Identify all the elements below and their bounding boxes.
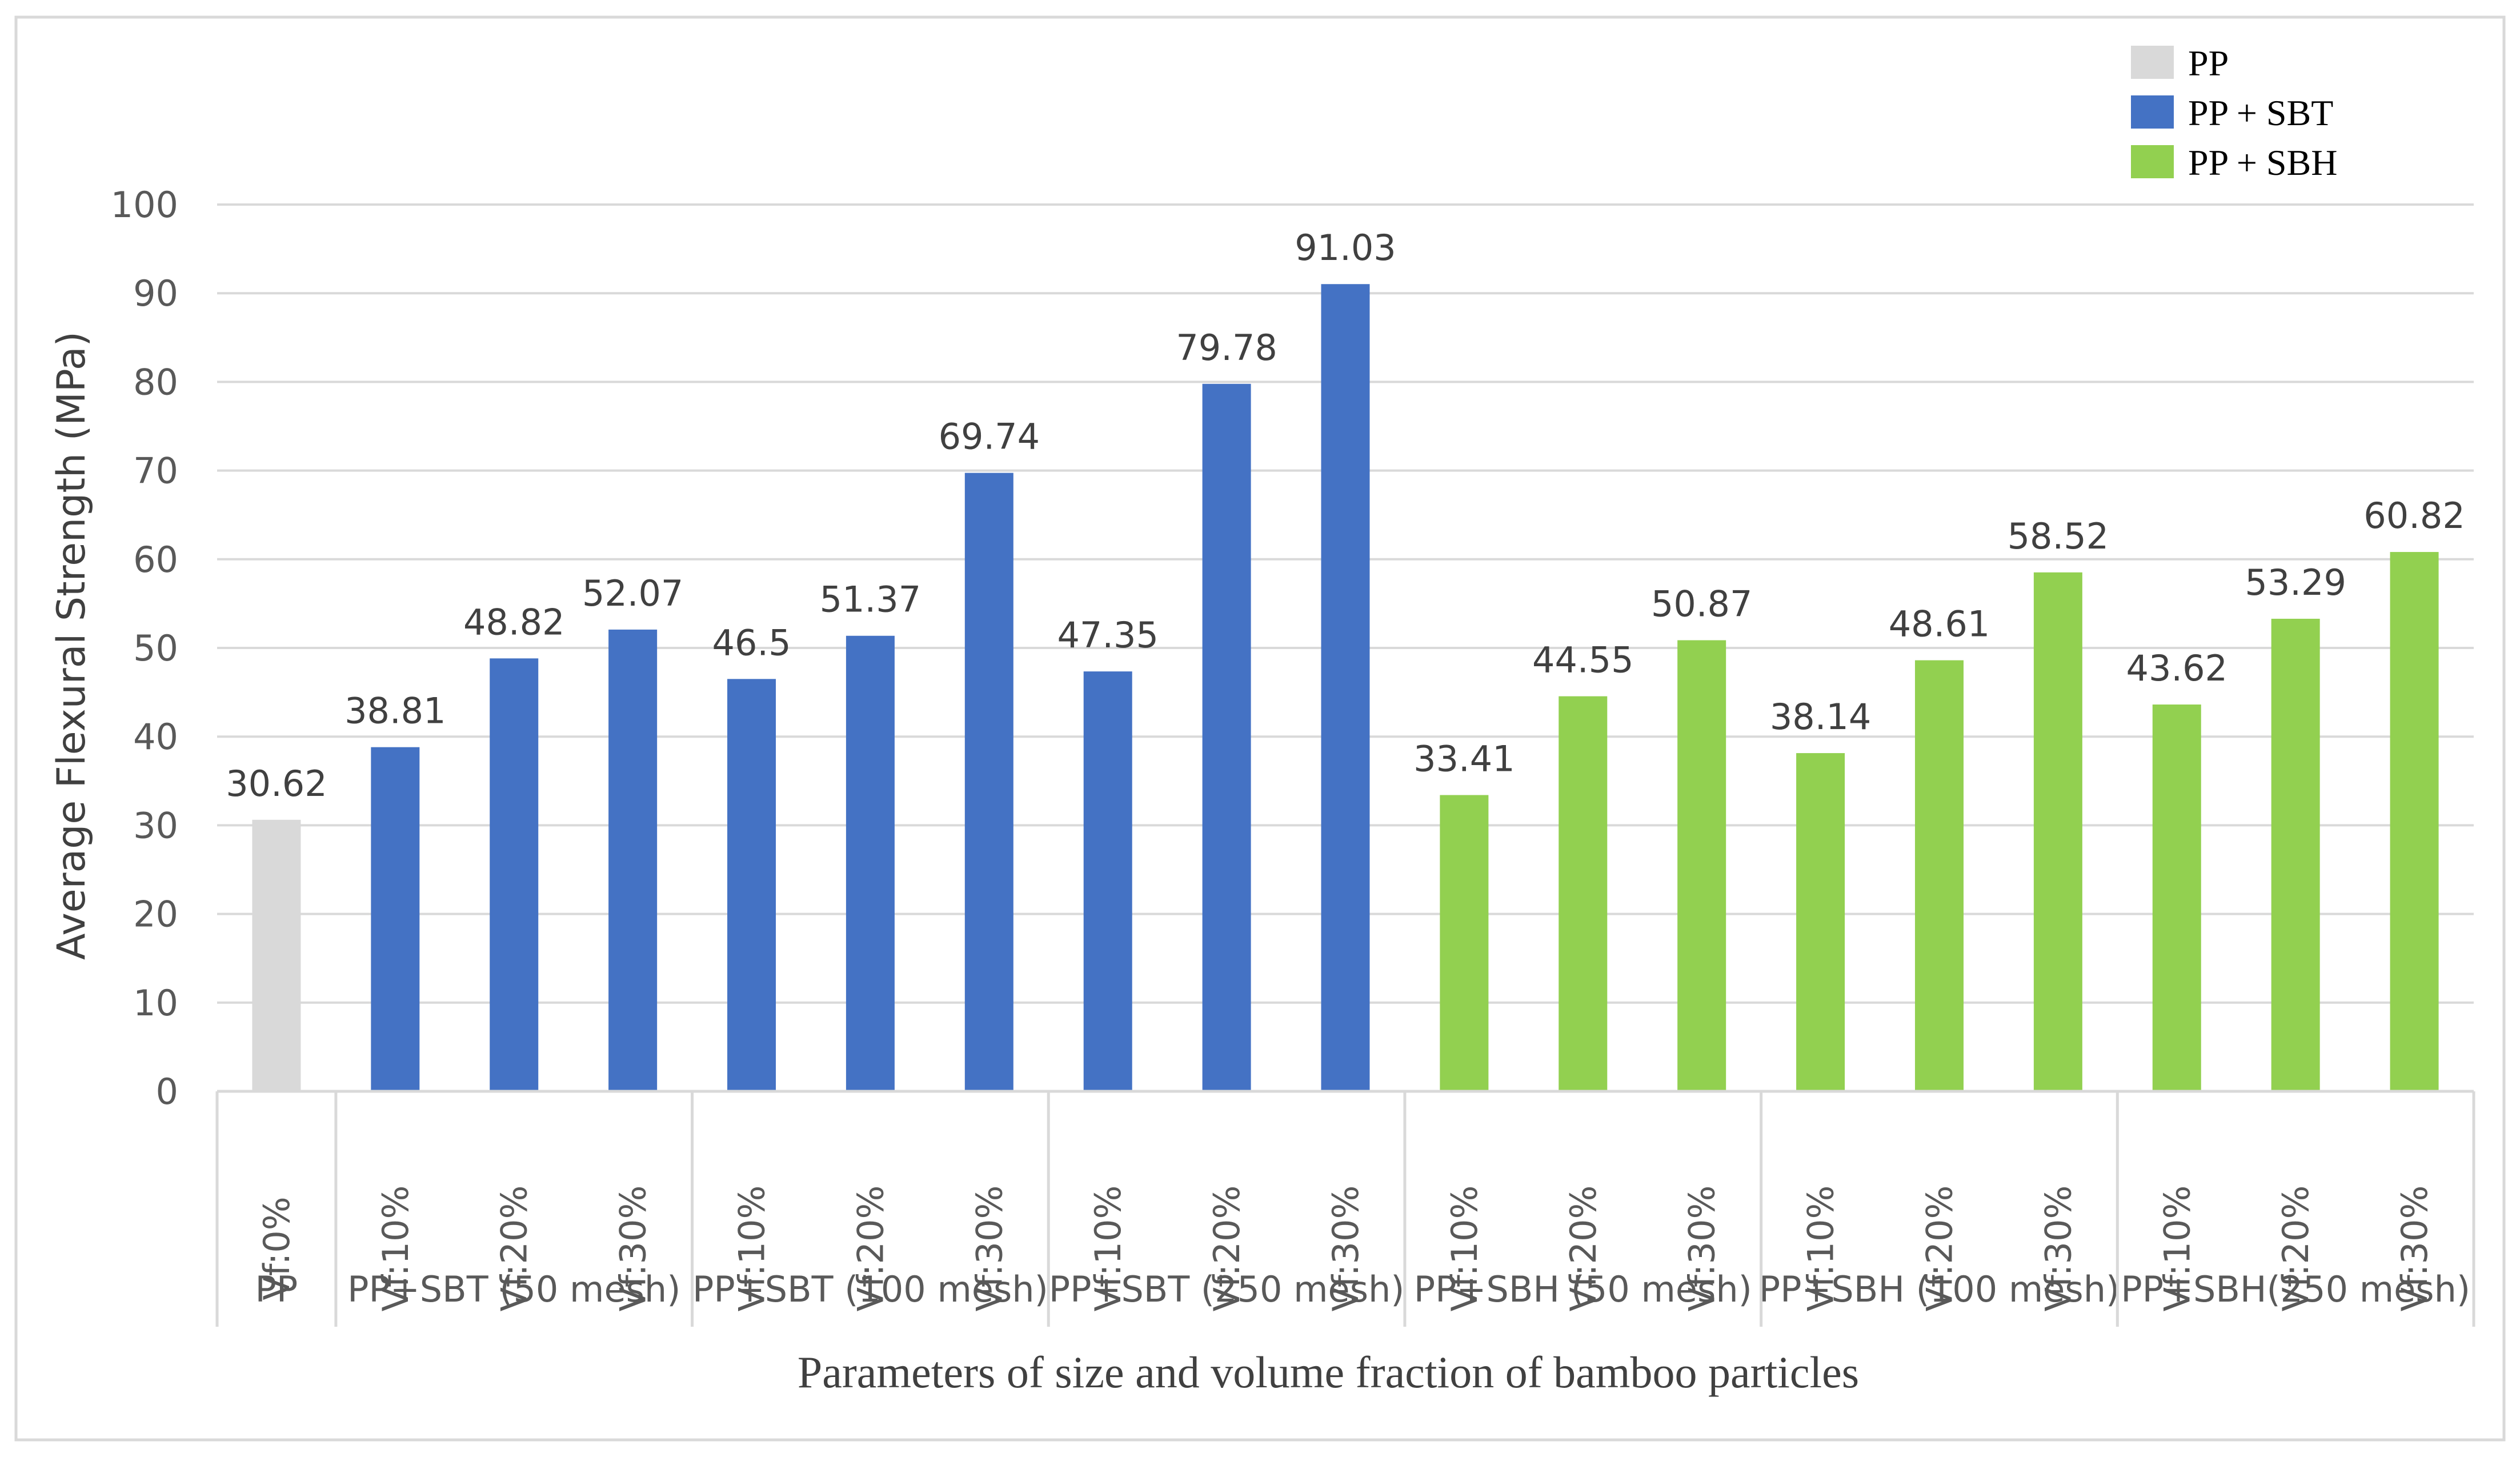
group-label-2: PP+SBT (100 mesh) (692, 1268, 1048, 1310)
category-label-4-2: Vf:30% (1681, 1186, 1723, 1312)
data-label-5-2: 58.52 (2008, 515, 2109, 557)
bar-1-0 (371, 747, 420, 1091)
category-label-0-0: Vf:0% (256, 1196, 298, 1300)
category-label-4-0: Vf:10% (1444, 1186, 1485, 1312)
category-label-5-1: Vf:20% (1918, 1186, 1960, 1312)
y-tick-label-10: 10 (133, 982, 178, 1024)
bar-3-2 (1321, 284, 1370, 1092)
category-label-3-2: Vf:30% (1325, 1186, 1367, 1312)
y-tick-label-0: 0 (156, 1071, 178, 1112)
legend-swatch-0 (2131, 46, 2174, 79)
group-label-1: PP+SBT (50 mesh) (347, 1268, 680, 1310)
bar-3-1 (1202, 383, 1251, 1091)
data-label-2-0: 46.5 (712, 622, 791, 663)
bar-4-2 (1677, 640, 1726, 1091)
group-label-6: PP+SBH(250 mesh) (2121, 1268, 2470, 1310)
bar-5-1 (1914, 660, 1964, 1091)
bar-6-2 (2390, 552, 2439, 1091)
bar-1-2 (608, 629, 658, 1091)
data-label-6-2: 60.82 (2363, 495, 2465, 537)
y-tick-label-40: 40 (133, 716, 178, 758)
category-label-1-2: Vf:30% (612, 1186, 654, 1312)
bar-3-0 (1083, 671, 1132, 1091)
y-axis-label: Average Flexural Strength (MPa) (49, 331, 94, 960)
bar-2-0 (727, 679, 776, 1091)
bar-6-1 (2271, 618, 2320, 1091)
bar-5-2 (2033, 572, 2082, 1091)
group-label-3: PP+SBT (250 mesh) (1049, 1268, 1405, 1310)
data-label-5-0: 38.14 (1770, 696, 1872, 738)
data-label-0-0: 30.62 (226, 763, 327, 804)
y-tick-label-60: 60 (133, 539, 178, 581)
legend-label-2: PP + SBH (2188, 142, 2337, 183)
data-label-3-1: 79.78 (1176, 327, 1277, 369)
group-label-0: PP (255, 1268, 298, 1310)
x-axis-label: Parameters of size and volume fraction o… (798, 1347, 1859, 1397)
category-label-1-0: Vf:10% (375, 1186, 416, 1312)
data-labels: 30.62 38.81 48.82 52.07 46.5 51.37 69.74 47.35 7… (226, 227, 2465, 804)
y-tick-label-90: 90 (133, 273, 178, 314)
category-label-5-2: Vf:30% (2037, 1186, 2079, 1312)
category-label-5-0: Vf:10% (1800, 1186, 1842, 1312)
data-label-6-0: 43.62 (2126, 647, 2228, 689)
category-label-3-1: Vf:20% (1206, 1186, 1248, 1312)
chart-outer-border (14, 15, 2506, 1442)
bar-4-1 (1559, 696, 1608, 1091)
data-label-1-2: 52.07 (582, 573, 684, 614)
data-label-5-1: 48.61 (1889, 603, 1990, 645)
bar-1-1 (490, 658, 539, 1091)
legend-swatch-2 (2131, 145, 2174, 178)
data-label-4-2: 50.87 (1651, 583, 1753, 625)
y-tick-label-70: 70 (133, 450, 178, 492)
x-axis: Vf:0%PP Vf:10% Vf:20% Vf:30%PP+SBT (50 mesh… (215, 1090, 2475, 1327)
category-label-2-0: Vf:10% (731, 1186, 773, 1312)
data-label-3-2: 91.03 (1295, 227, 1396, 269)
y-tick-label-50: 50 (133, 627, 178, 669)
category-label-4-1: Vf:20% (1563, 1186, 1604, 1312)
bar-0-0 (252, 819, 301, 1091)
data-label-3-0: 47.35 (1057, 614, 1159, 656)
data-label-4-0: 33.41 (1413, 738, 1515, 779)
y-tick-label-20: 20 (133, 894, 178, 935)
category-label-6-2: Vf:30% (2394, 1186, 2435, 1312)
bar-2-1 (846, 635, 895, 1091)
group-label-4: PP+SBH (50 mesh) (1414, 1268, 1752, 1310)
data-label-2-2: 69.74 (939, 416, 1040, 458)
group-label-5: PP+SBH (100 mesh) (1759, 1268, 2120, 1310)
legend-label-1: PP + SBT (2188, 93, 2333, 133)
category-label-1-1: Vf:20% (494, 1186, 535, 1312)
bar-2-2 (964, 473, 1013, 1091)
y-tick-label-30: 30 (133, 804, 178, 846)
bar-5-0 (1796, 753, 1845, 1091)
category-label-2-1: Vf:20% (850, 1186, 891, 1312)
bars (252, 284, 2439, 1092)
legend-swatch-1 (2131, 95, 2174, 129)
bar-4-0 (1440, 795, 1489, 1091)
legend-label-0: PP (2188, 43, 2229, 83)
category-label-6-1: Vf:20% (2275, 1186, 2317, 1312)
category-label-3-0: Vf:10% (1087, 1186, 1129, 1312)
data-label-2-1: 51.37 (820, 579, 922, 621)
category-label-6-0: Vf:10% (2156, 1186, 2198, 1312)
data-label-1-0: 38.81 (344, 690, 446, 732)
data-label-1-1: 48.82 (463, 601, 565, 643)
category-label-2-2: Vf:30% (968, 1186, 1010, 1312)
y-tick-label-100: 100 (111, 184, 178, 226)
y-tick-labels: 0 10 20 30 40 50 60 70 80 90 100 (111, 184, 178, 1112)
y-tick-label-80: 80 (133, 361, 178, 403)
bar-6-0 (2152, 705, 2201, 1091)
data-label-4-1: 44.55 (1532, 639, 1634, 681)
data-label-6-1: 53.29 (2245, 562, 2346, 603)
legend: PP PP + SBT PP + SBH (2131, 43, 2337, 183)
